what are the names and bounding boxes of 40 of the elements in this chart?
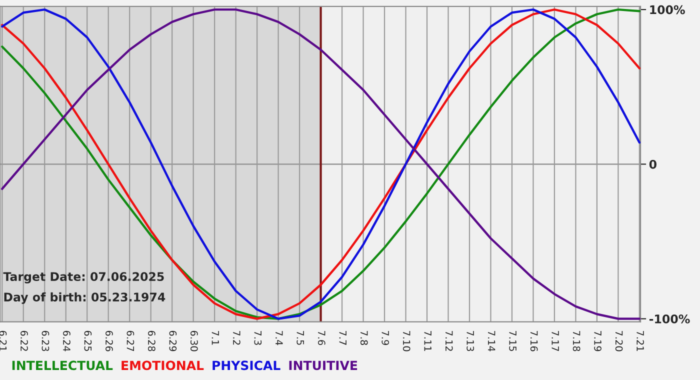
x-tick-label: 7.5	[296, 330, 304, 345]
x-tick-label: 7.12	[446, 330, 453, 351]
y-tick-label: -100%	[649, 314, 690, 324]
x-tick-label: 7.6	[318, 330, 326, 346]
x-tick-label: 7.2	[233, 330, 240, 345]
x-tick-label: 7.14	[488, 330, 496, 352]
x-tick-label: 7.16	[530, 330, 538, 352]
x-tick-label: 7.13	[466, 330, 474, 352]
x-tick-label: 7.19	[594, 330, 602, 352]
x-tick-label: 7.7	[339, 330, 346, 345]
x-tick-label: 7.18	[572, 330, 580, 352]
line-series	[1, 8, 640, 320]
x-tick-label: 7.8	[360, 330, 368, 345]
text: INTUITIVE	[289, 360, 358, 370]
x-tick-label: 7.10	[402, 330, 410, 352]
x-tick-label: 6.25	[84, 330, 92, 351]
x-tick-label: 7.11	[424, 330, 432, 351]
x-tick-label: 6.26	[106, 330, 113, 352]
x-tick-label: 6.24	[63, 330, 70, 352]
x-tick-label: 7.17	[552, 330, 559, 352]
y-tick-label: 0	[649, 160, 656, 169]
x-tick-label: 6.23	[42, 330, 50, 352]
x-tick-label: 7.4	[276, 330, 283, 346]
x-tick-label: 6.28	[148, 330, 156, 352]
x-tick-label: 7.3	[254, 330, 262, 345]
x-tick-label: 7.20	[615, 330, 623, 352]
x-tick-label: 6.30	[190, 330, 198, 352]
x-tick-label: 7.21	[636, 330, 644, 351]
text: PHYSICAL	[212, 360, 280, 370]
x-tick-label: 7.15	[509, 330, 516, 351]
text: INTELLECTUAL	[12, 360, 113, 370]
x-tick-label: 6.27	[126, 330, 134, 352]
x-tick-label: 6.29	[169, 330, 177, 352]
x-tick-label: 7.1	[212, 330, 219, 345]
y-tick-label: 100%	[650, 5, 685, 14]
x-tick-label: 6.22	[20, 330, 28, 351]
text: EMOTIONAL	[122, 360, 204, 370]
annotation: Day of birth: 05.23.1974	[4, 292, 166, 304]
x-tick-label: 7.9	[382, 330, 390, 345]
annotation: Target Date: 07.06.2025	[3, 272, 164, 284]
